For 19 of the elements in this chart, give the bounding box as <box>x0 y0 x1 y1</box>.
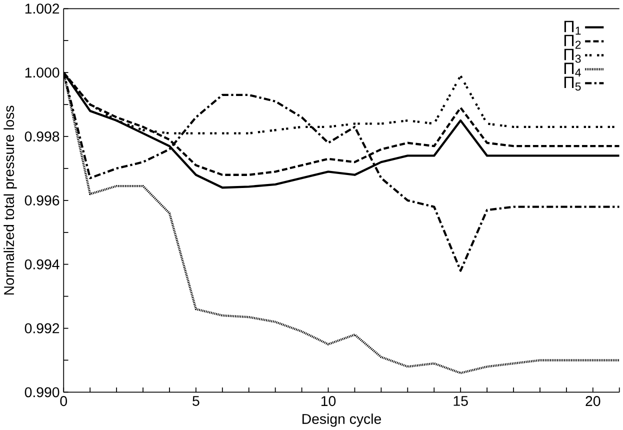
y-tick-label: 0.996 <box>24 195 60 206</box>
x-axis-title: Design cycle <box>302 413 381 427</box>
y-tick-label: 1.000 <box>25 67 60 78</box>
legend-label: Π$_{1}$ <box>564 20 581 34</box>
y-tick-label: 0.998 <box>24 131 60 142</box>
x-tick-label: 5 <box>192 396 200 406</box>
y-tick-label: 0.992 <box>24 323 60 334</box>
legend-label: Π$_{5}$ <box>564 76 581 90</box>
x-tick-label: 10 <box>321 396 336 406</box>
x-tick-label: 0 <box>60 396 68 406</box>
legend-label: Π$_{4}$ <box>564 62 581 76</box>
legend-label: Π$_{2}$ <box>564 34 581 48</box>
y-tick-label: 0.990 <box>24 386 60 398</box>
y-tick-label: 1.002 <box>25 3 60 14</box>
y-tick-label: 0.994 <box>24 259 60 270</box>
y-axis-title: Normalized total pressure loss <box>4 106 17 294</box>
x-tick-label: 15 <box>454 396 468 406</box>
x-tick-label: 20 <box>586 396 600 406</box>
legend-label: Π$_{3}$ <box>564 48 581 63</box>
